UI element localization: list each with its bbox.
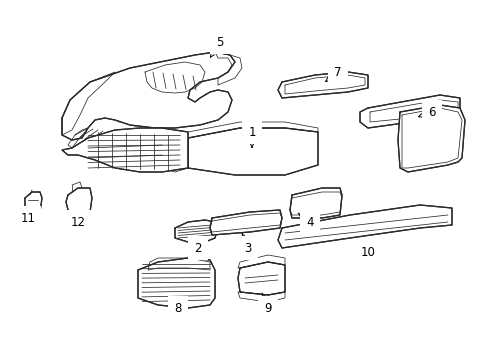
Text: 3: 3 [242, 233, 252, 255]
Polygon shape [25, 192, 42, 215]
Polygon shape [290, 188, 342, 218]
Text: 1: 1 [248, 126, 256, 147]
Text: 9: 9 [262, 293, 272, 315]
Text: 6: 6 [418, 105, 436, 118]
Polygon shape [238, 262, 285, 295]
Polygon shape [138, 258, 215, 308]
Polygon shape [278, 205, 452, 248]
Text: 10: 10 [358, 243, 375, 258]
Polygon shape [188, 128, 318, 175]
Polygon shape [398, 105, 465, 172]
Polygon shape [62, 128, 188, 172]
Text: 2: 2 [194, 242, 202, 255]
Text: 4: 4 [298, 213, 314, 229]
Text: 12: 12 [71, 216, 85, 229]
Polygon shape [62, 52, 235, 140]
Text: 11: 11 [21, 211, 35, 225]
Text: 5: 5 [211, 36, 224, 57]
Polygon shape [175, 220, 218, 242]
Text: 7: 7 [326, 66, 342, 81]
Text: 8: 8 [174, 302, 182, 315]
Polygon shape [278, 72, 368, 98]
Polygon shape [360, 95, 460, 128]
Polygon shape [66, 188, 92, 215]
Polygon shape [210, 210, 282, 235]
